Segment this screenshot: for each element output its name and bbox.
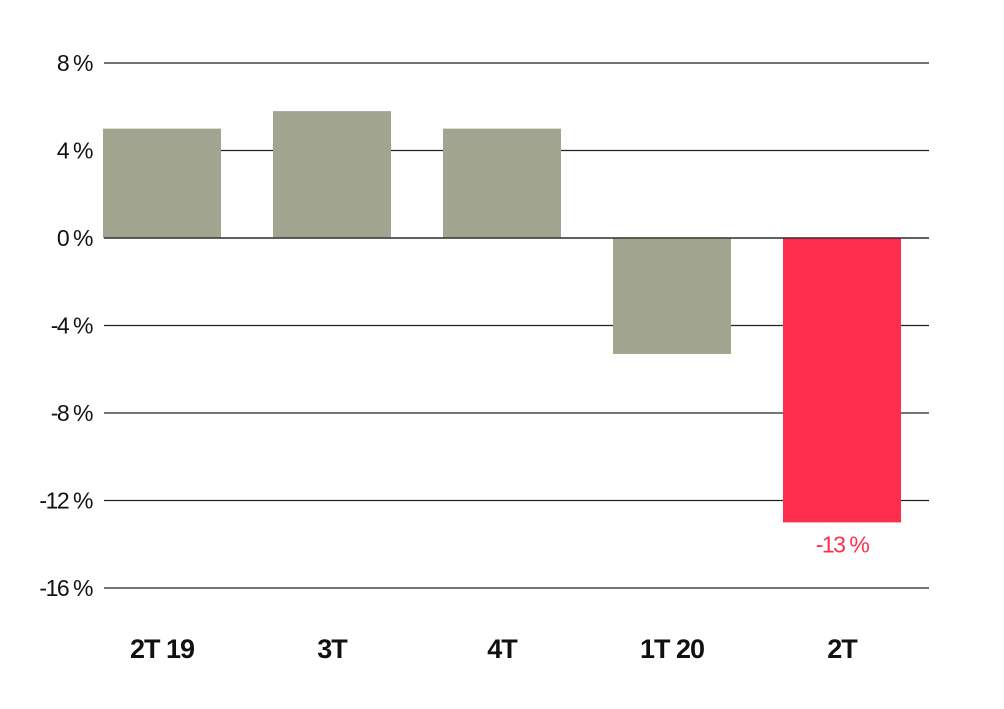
x-tick-label: 2T 19 — [130, 634, 195, 664]
y-tick-label: -4 % — [51, 313, 93, 339]
x-tick-label: 1T 20 — [640, 634, 704, 664]
x-axis-ticks: 2T 19 3T 4T 1T 20 2T — [130, 634, 859, 664]
y-axis-ticks: 8 % 4 % 0 % -4 % -8 % -12 % -16 % — [39, 50, 94, 601]
x-tick-label: 4T — [487, 634, 518, 664]
y-tick-label: -8 % — [51, 400, 93, 426]
y-tick-label: 0 % — [57, 225, 93, 251]
data-label: -13 % — [816, 531, 870, 557]
y-tick-label: 8 % — [57, 50, 93, 76]
y-tick-label: -16 % — [39, 575, 93, 601]
x-tick-label: 2T — [827, 634, 858, 664]
bar-2t-19 — [103, 128, 221, 238]
bar-2t — [783, 238, 901, 523]
bars — [103, 111, 929, 523]
bar-1t-20 — [613, 238, 731, 354]
bar-3t — [273, 111, 391, 238]
y-tick-label: 4 % — [57, 138, 93, 164]
data-labels: -13 % — [816, 531, 871, 557]
bar-4t — [443, 128, 561, 238]
y-tick-label: -12 % — [39, 488, 93, 514]
x-tick-label: 3T — [317, 634, 348, 664]
